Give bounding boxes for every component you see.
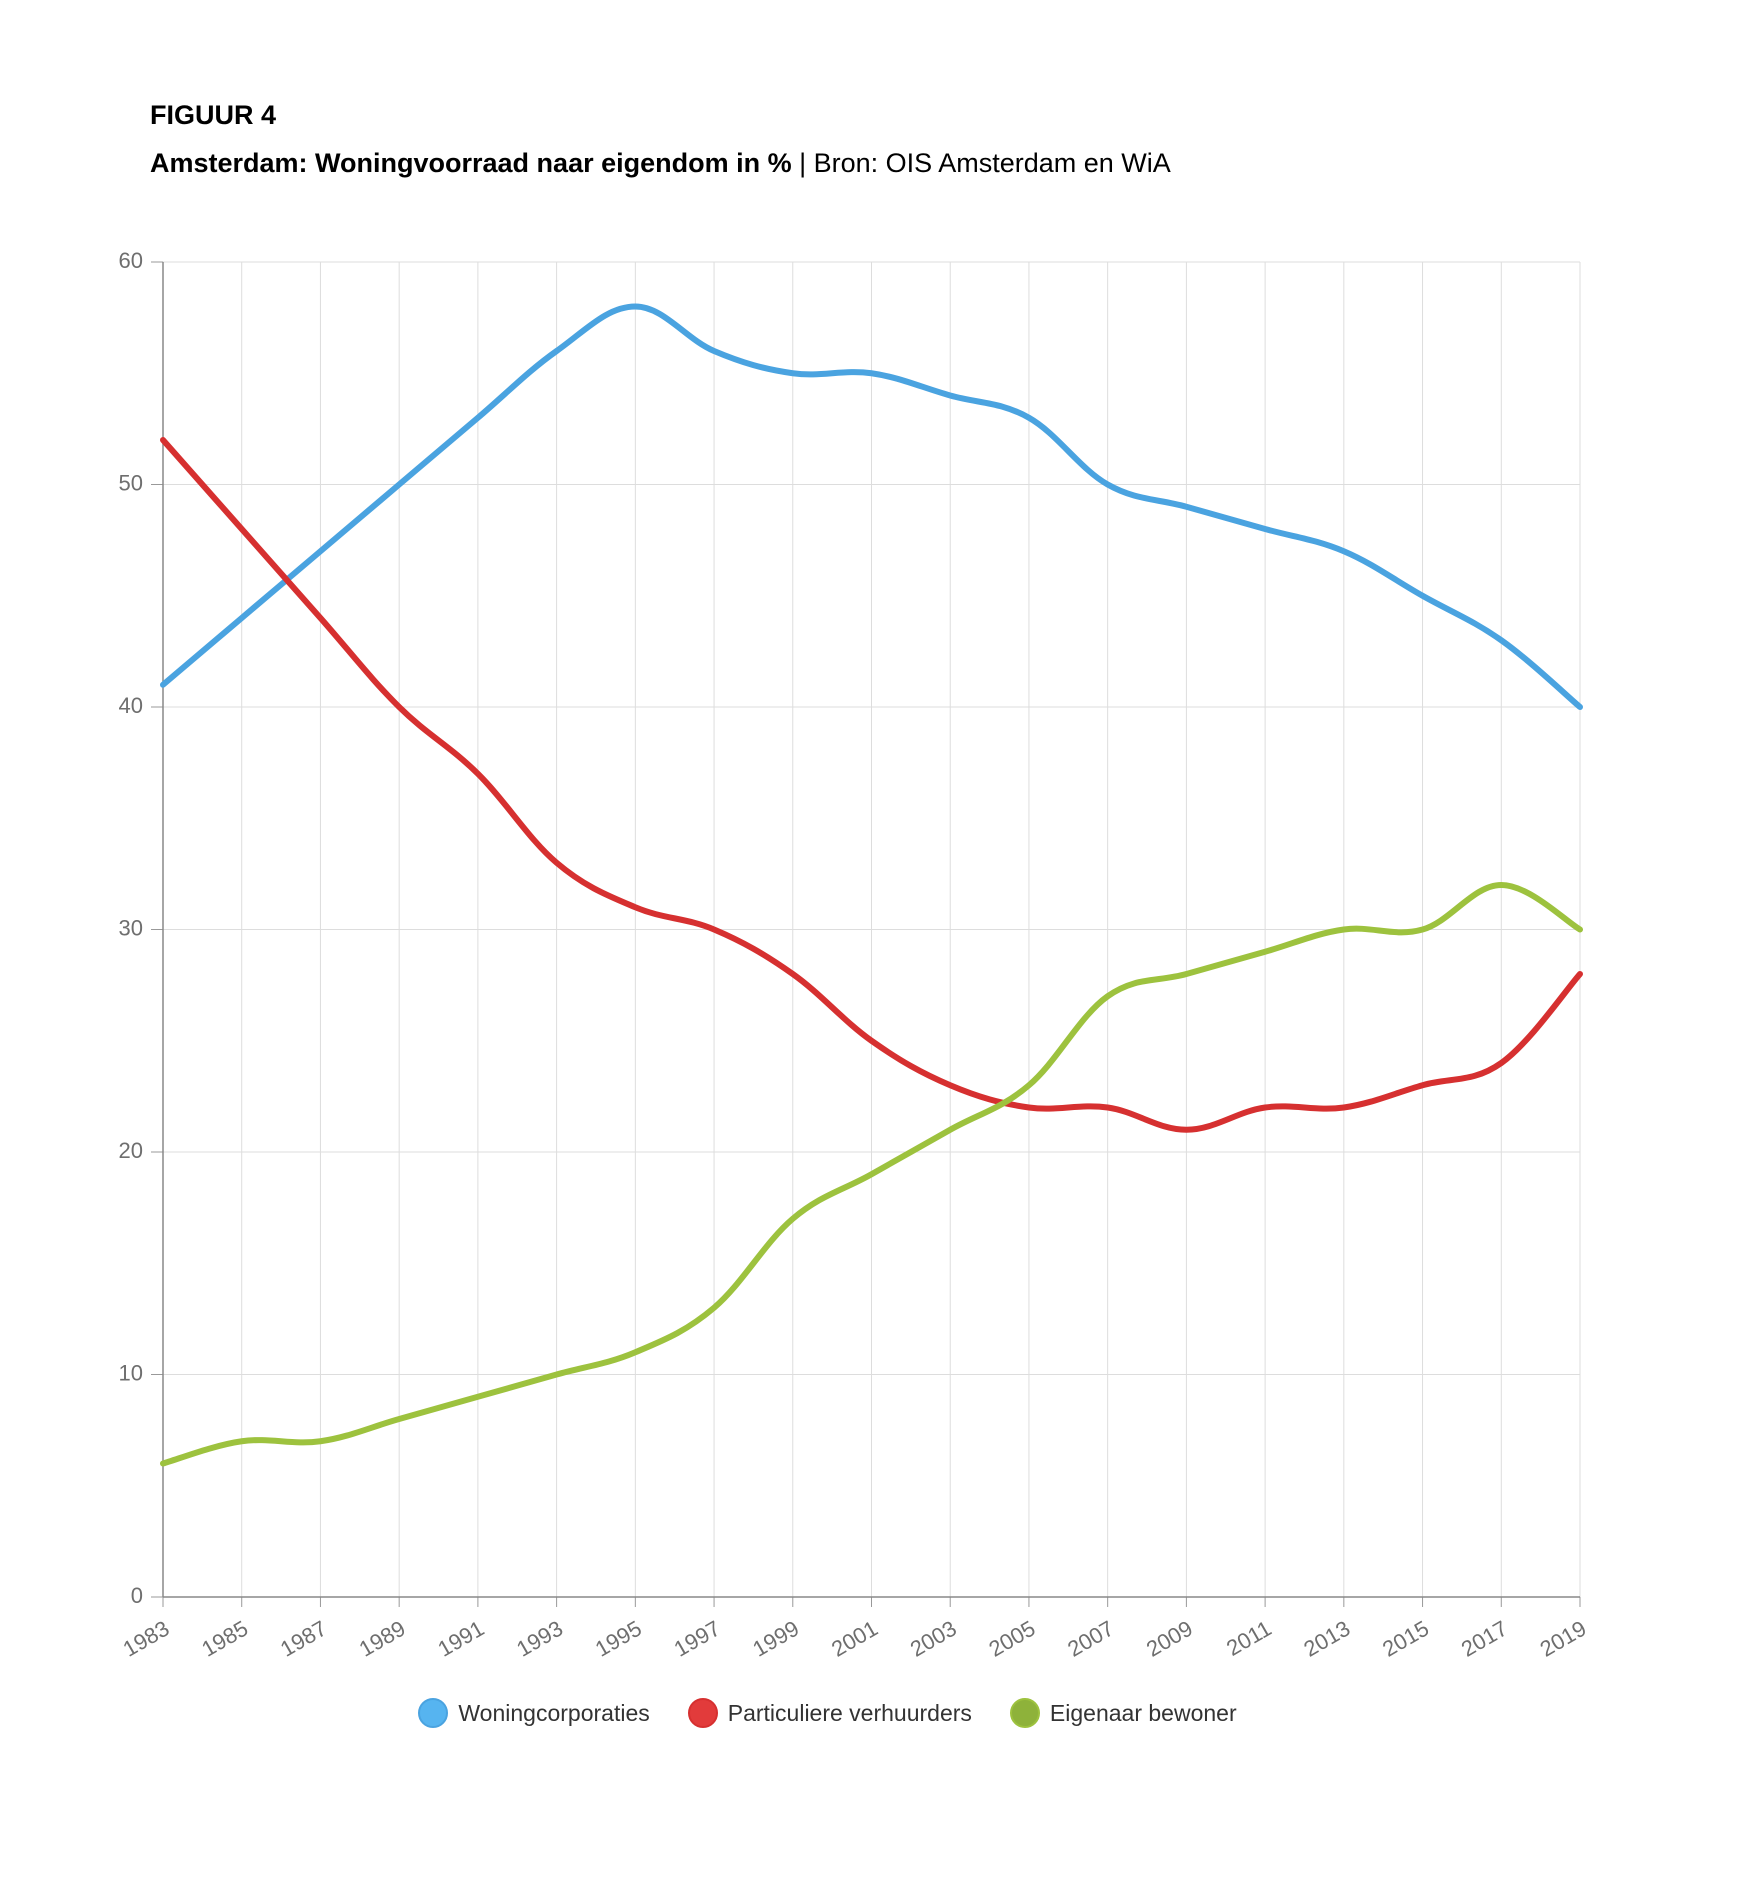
x-tick-label: 1987 bbox=[276, 1616, 331, 1662]
x-tick-label: 2019 bbox=[1536, 1616, 1591, 1662]
legend: Woningcorporaties Particuliere verhuurder… bbox=[0, 1698, 1705, 1728]
legend-swatch bbox=[1009, 1698, 1040, 1728]
legend-item-particuliere-verhuurders: Particuliere verhuurders bbox=[687, 1698, 972, 1728]
chart-title-separator: | bbox=[791, 148, 814, 178]
series-line-woningcorporaties bbox=[160, 303, 1583, 710]
legend-swatch bbox=[687, 1698, 718, 1728]
legend-item-eigenaar-bewoner: Eigenaar bewoner bbox=[1009, 1698, 1237, 1728]
x-tick-label: 1999 bbox=[748, 1616, 803, 1662]
x-tick-label: 2009 bbox=[1142, 1616, 1197, 1662]
legend-swatch bbox=[418, 1698, 449, 1728]
x-tick-label: 1985 bbox=[197, 1616, 252, 1662]
y-tick-label: 60 bbox=[119, 248, 143, 273]
y-tick-label: 10 bbox=[119, 1360, 143, 1385]
x-tick-label: 1995 bbox=[591, 1616, 646, 1662]
series-line-eigenaar-bewoner bbox=[160, 882, 1583, 1467]
x-tick-label: 2017 bbox=[1457, 1616, 1512, 1662]
chart-source: Bron: OIS Amsterdam en WiA bbox=[813, 148, 1171, 178]
axes bbox=[151, 261, 1581, 1607]
x-tick-label: 1997 bbox=[670, 1616, 725, 1662]
x-tick-label: 2001 bbox=[827, 1616, 882, 1662]
y-tick-label: 30 bbox=[119, 915, 143, 940]
x-tick-label: 2007 bbox=[1063, 1616, 1118, 1662]
legend-item-woningcorporaties: Woningcorporaties bbox=[418, 1698, 650, 1728]
y-tick-label: 50 bbox=[119, 470, 143, 495]
y-tick-label: 0 bbox=[131, 1583, 143, 1608]
x-tick-label: 1993 bbox=[512, 1616, 567, 1662]
x-tick-label: 2005 bbox=[985, 1616, 1040, 1662]
figure-label: FIGUUR 4 bbox=[150, 100, 277, 130]
x-tick-label: 2003 bbox=[906, 1616, 961, 1662]
chart-title-main: Amsterdam: Woningvoorraad naar eigendom … bbox=[150, 148, 792, 178]
chart-title: Amsterdam: Woningvoorraad naar eigendom … bbox=[150, 148, 1171, 179]
y-tick-label: 40 bbox=[119, 693, 143, 718]
x-tick-label: 1983 bbox=[119, 1616, 174, 1662]
legend-label: Eigenaar bewoner bbox=[1049, 1699, 1237, 1726]
x-tick-label: 1989 bbox=[355, 1616, 410, 1662]
x-tick-label: 2015 bbox=[1378, 1616, 1433, 1662]
x-tick-label: 2013 bbox=[1299, 1616, 1354, 1662]
legend-label: Woningcorporaties bbox=[458, 1699, 650, 1726]
series-lines bbox=[160, 303, 1583, 1467]
tick-labels: 1983 1985 1987 1989 1991 1993 1995 1997 1999 2001… bbox=[119, 248, 1591, 1662]
x-tick-label: 1991 bbox=[433, 1616, 488, 1662]
y-tick-label: 20 bbox=[119, 1138, 143, 1163]
x-tick-label: 2011 bbox=[1222, 1616, 1275, 1661]
series-line-particuliere-verhuurders bbox=[160, 437, 1583, 1133]
legend-label: Particuliere verhuurders bbox=[727, 1699, 972, 1726]
